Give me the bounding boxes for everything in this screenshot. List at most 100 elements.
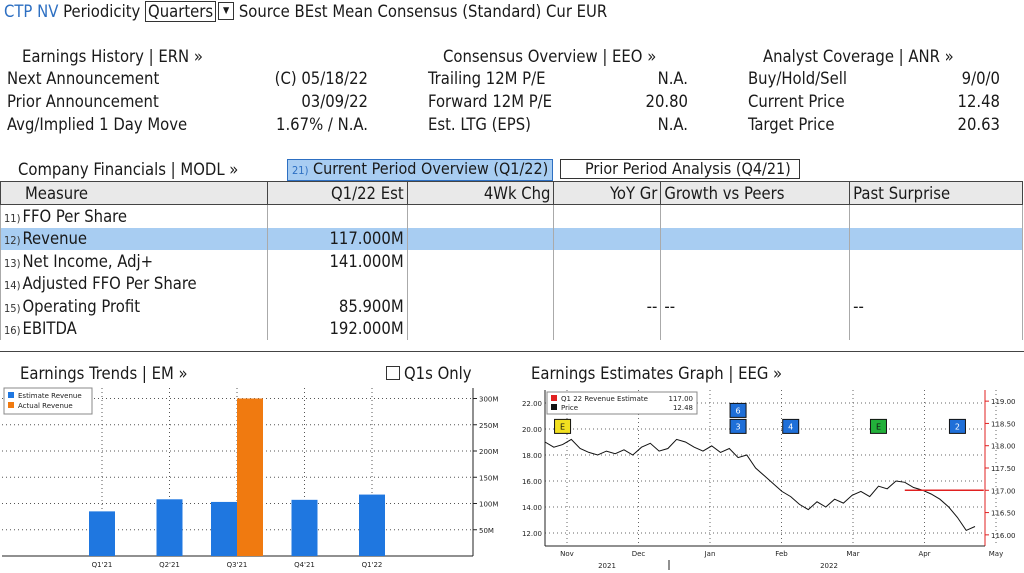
row-peers [660, 317, 851, 340]
row-yoy [553, 317, 662, 340]
row-number: 11) [4, 211, 21, 225]
row-measure: Net Income, Adj+ [22, 251, 154, 271]
table-header-row: Measure Q1/22 Est 4Wk Chg YoY Gr Growth … [0, 181, 1023, 205]
row-surprise [849, 227, 1023, 250]
periodicity-value: Quarters [148, 2, 214, 21]
row-peers [660, 272, 851, 295]
legend-swatch [551, 404, 557, 410]
month-label: Jan [704, 550, 716, 558]
q1s-only-checkbox[interactable]: Q1s Only [386, 364, 472, 383]
row-number: 12) [4, 234, 21, 248]
avg-move-label: Avg/Implied 1 Day Move [7, 115, 188, 134]
y-tick-label: 100M [479, 501, 498, 509]
right-y-tick-label: 119.00 [991, 398, 1016, 406]
row-est: 85.900M [266, 295, 408, 318]
forward-pe-label: Forward 12M P/E [428, 92, 553, 111]
table-row[interactable]: 15) Operating Profit 85.900M -- -- -- [0, 295, 1023, 318]
month-label: Feb [775, 550, 788, 558]
company-financials-header[interactable]: Company Financials | MODL » [18, 160, 239, 179]
next-announcement-value: (C) 05/18/22 [274, 69, 368, 88]
analyst-coverage-header[interactable]: Analyst Coverage | ANR » [763, 47, 954, 66]
event-marker-estimate [729, 402, 747, 418]
table-row[interactable]: 11) FFO Per Share [0, 204, 1023, 228]
left-y-tick-label: 16.00 [522, 478, 542, 486]
event-marker-earnings [554, 418, 572, 434]
earnings-estimates-chart: 12.00 14.00 16.00 18.00 20.00 22.00 116.00 116.… [522, 390, 1016, 570]
checkbox-box[interactable] [386, 366, 400, 380]
col-yoy-gr[interactable]: YoY Gr [553, 181, 662, 205]
current-price-value: 12.48 [957, 92, 1000, 111]
row-est: 117.000M [266, 227, 408, 250]
legend-label: Q1 22 Revenue Estimate [561, 395, 648, 403]
prior-announcement-value: 03/09/22 [301, 92, 368, 111]
tab-current-period[interactable]: 21) Current Period Overview (Q1/22) [287, 159, 554, 181]
row-yoy [553, 227, 662, 250]
row-surprise [849, 272, 1023, 295]
q1s-only-label: Q1s Only [404, 364, 472, 383]
event-marker-estimate [729, 418, 747, 434]
table-row[interactable]: 13) Net Income, Adj+ 141.000M [0, 250, 1023, 273]
right-y-tick-label: 118.50 [991, 420, 1016, 428]
event-marker-estimate [948, 418, 966, 434]
target-price-value: 20.63 [957, 115, 1000, 134]
row-est [266, 272, 408, 295]
row-measure: FFO Per Share [22, 206, 128, 226]
right-y-tick-label: 117.50 [991, 465, 1016, 473]
row-est: 192.000M [266, 317, 408, 340]
legend-swatch [8, 392, 14, 398]
earnings-history-header[interactable]: Earnings History | ERN » [22, 47, 203, 66]
chevron-down-icon[interactable]: ▼ [218, 2, 235, 20]
legend-label: Price [561, 404, 578, 412]
earnings-trends-chart: 50M 100M 150M 200M 250M 300M Q1'21 Q2'21 Q3'21 Q4… [2, 387, 498, 569]
table-row-selected[interactable]: 12) Revenue 117.000M [0, 227, 1023, 250]
event-marker-label: 3 [736, 422, 741, 431]
row-peers [660, 250, 851, 273]
row-chg [406, 250, 555, 273]
legend-box [3, 387, 93, 415]
right-y-tick-label: 116.00 [991, 532, 1016, 540]
tab-prior-period[interactable]: Prior Period Analysis (Q4/21) [560, 159, 800, 179]
tab-prior-period-label: Prior Period Analysis (Q4/21) [585, 159, 791, 178]
trailing-pe-label: Trailing 12M P/E [428, 69, 546, 88]
tab-current-period-label: Current Period Overview (Q1/22) [313, 159, 549, 178]
y-tick-label: 300M [479, 396, 498, 404]
col-past-surprise[interactable]: Past Surprise [849, 181, 1023, 205]
bar-estimate-revenue [156, 499, 183, 556]
col-q1-est[interactable]: Q1/22 Est [266, 181, 408, 205]
col-4wk-chg[interactable]: 4Wk Chg [406, 181, 555, 205]
tab-number: 21) [292, 164, 309, 177]
earnings-trends-header[interactable]: Earnings Trends | EM » [20, 364, 188, 383]
y-tick-label: 50M [479, 527, 494, 535]
row-chg [406, 295, 555, 318]
consensus-overview-header[interactable]: Consensus Overview | EEO » [443, 47, 657, 66]
legend-swatch [551, 395, 557, 401]
target-price-label: Target Price [748, 115, 835, 134]
legend-label: Actual Revenue [18, 402, 73, 410]
event-marker-label: E [876, 422, 881, 431]
periodicity-dropdown[interactable]: Quarters [145, 1, 217, 22]
earnings-graph-header[interactable]: Earnings Estimates Graph | EEG » [531, 364, 783, 383]
prior-announcement-label: Prior Announcement [7, 92, 159, 111]
row-measure: EBITDA [22, 319, 77, 339]
row-peers: -- [660, 295, 851, 318]
event-marker-label: 4 [788, 422, 793, 431]
source-currency-text: Source BEst Mean Consensus (Standard) Cu… [238, 2, 608, 21]
legend-value: 12.48 [673, 404, 693, 412]
row-number: 13) [4, 256, 21, 270]
row-yoy [553, 272, 662, 295]
month-label: Apr [918, 550, 930, 558]
row-yoy [553, 204, 662, 228]
col-measure[interactable]: Measure [0, 181, 268, 205]
col-growth-vs-peers[interactable]: Growth vs Peers [660, 181, 851, 205]
row-yoy [553, 250, 662, 273]
row-chg [406, 204, 555, 228]
avg-move-value: 1.67% / N.A. [276, 115, 368, 134]
event-marker-label: 6 [736, 406, 741, 415]
table-row[interactable]: 16) EBITDA 192.000M [0, 317, 1023, 340]
month-label: Nov [560, 550, 574, 558]
left-y-tick-label: 20.00 [522, 426, 542, 434]
ticker-label[interactable]: CTP NV [4, 2, 59, 21]
table-row[interactable]: 14) Adjusted FFO Per Share [0, 272, 1023, 295]
est-ltg-value: N.A. [657, 115, 688, 134]
chart-legend: Q1 22 Revenue Estimate 117.00 Price 12.48 [546, 391, 698, 415]
